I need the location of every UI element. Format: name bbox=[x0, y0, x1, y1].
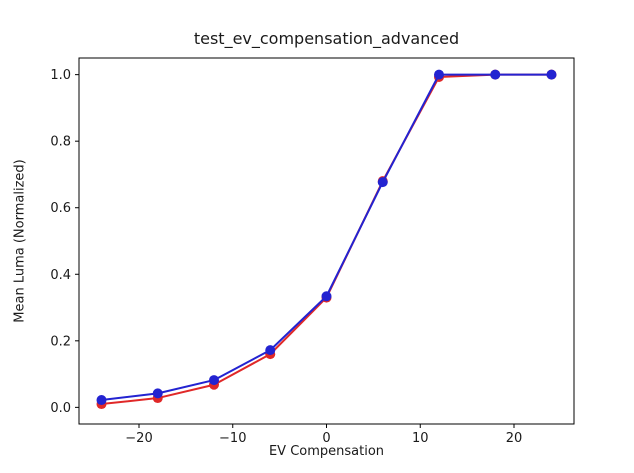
x-tick-label: 20 bbox=[506, 431, 523, 446]
x-axis-label: EV Compensation bbox=[268, 444, 385, 459]
blue-series-line bbox=[101, 73, 552, 402]
x-tick-label: −10 bbox=[219, 431, 246, 446]
x-tick-label: −20 bbox=[125, 431, 152, 446]
blue-series-point bbox=[96, 395, 107, 406]
blue-series-point bbox=[265, 345, 276, 356]
y-tick-label: 0.2 bbox=[50, 334, 71, 349]
y-tick-label: 0.6 bbox=[50, 201, 71, 216]
blue-series-point bbox=[546, 69, 557, 80]
y-tick-label: 0.0 bbox=[50, 401, 71, 416]
y-tick-label: 1.0 bbox=[50, 68, 71, 83]
x-tick-label: 10 bbox=[412, 431, 429, 446]
axes-frame bbox=[78, 57, 575, 425]
blue-series-point bbox=[152, 388, 163, 399]
red-series-line bbox=[101, 73, 552, 406]
blue-series-point bbox=[377, 177, 388, 188]
y-tick-label: 0.8 bbox=[50, 135, 71, 150]
blue-series-point bbox=[490, 69, 501, 80]
blue-series-point bbox=[209, 375, 219, 386]
y-tick-label: 0.4 bbox=[50, 268, 71, 283]
blue-series-point bbox=[434, 69, 444, 80]
chart-title: test_ev_compensation_advanced bbox=[193, 29, 460, 48]
x-tick-label: 0 bbox=[322, 431, 330, 446]
blue-series-point bbox=[321, 291, 332, 302]
